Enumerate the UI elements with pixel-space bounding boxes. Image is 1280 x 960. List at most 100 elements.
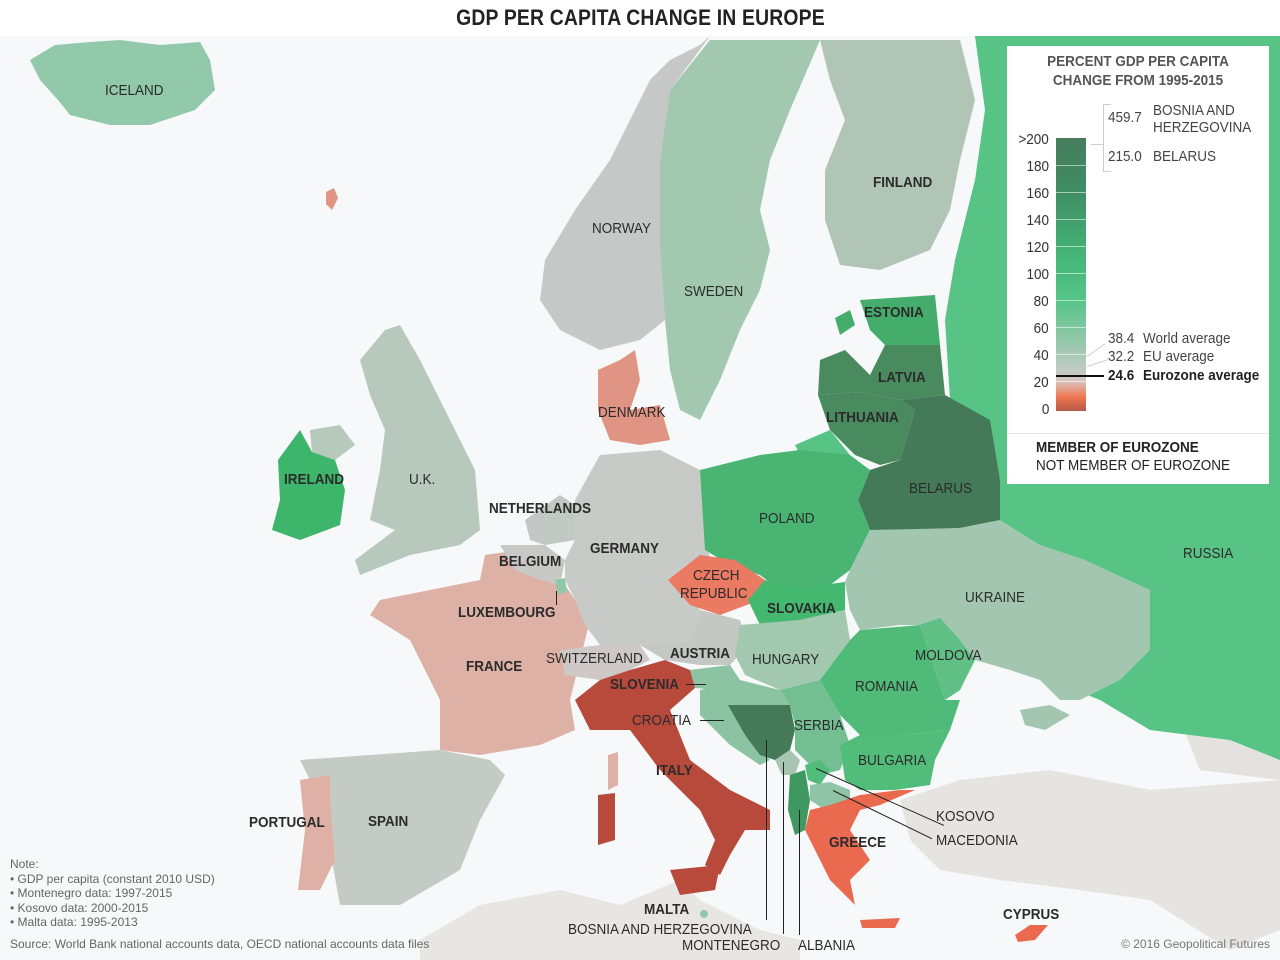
label-italy: ITALY xyxy=(656,762,693,779)
corsica-shape xyxy=(608,752,618,790)
legend-title-line2: CHANGE FROM 1995-2015 xyxy=(1052,72,1224,89)
france-shape xyxy=(370,550,590,755)
outlier-value-bosnia: 459.7 xyxy=(1108,109,1142,126)
croatia-shape xyxy=(700,680,790,765)
ireland-shape xyxy=(272,430,345,540)
romania-shape xyxy=(820,625,960,735)
label-uk: U.K. xyxy=(409,471,436,488)
notes-heading: Note: xyxy=(10,857,39,871)
label-kosovo: KOSOVO xyxy=(936,808,995,825)
eu-average-label: EU average xyxy=(1143,348,1215,365)
label-bosnia: BOSNIA AND HERZEGOVINA xyxy=(568,921,752,938)
serbia-shape xyxy=(780,680,850,775)
label-finland: FINLAND xyxy=(873,174,933,191)
scale-tick xyxy=(1056,327,1086,328)
label-germany: GERMANY xyxy=(590,540,660,557)
estonia-shape xyxy=(860,295,940,345)
label-austria: AUSTRIA xyxy=(670,645,731,662)
montenegro-shape xyxy=(775,750,800,775)
legend-divider xyxy=(1007,433,1269,434)
color-scale-bar xyxy=(1056,138,1086,411)
outlier-label-bosnia: BOSNIA AND HERZEGOVINA xyxy=(1153,102,1251,136)
label-estonia: ESTONIA xyxy=(864,304,924,321)
scale-label: 20 xyxy=(1033,374,1049,391)
belarus-shape xyxy=(858,395,1000,530)
luxembourg-shape xyxy=(555,578,567,594)
austria-shape xyxy=(640,610,748,665)
scale-tick xyxy=(1056,273,1086,274)
label-france: FRANCE xyxy=(466,658,523,675)
czech-shape xyxy=(668,555,765,615)
saaremaa-shape xyxy=(835,310,855,335)
eurozone-average-marker xyxy=(1056,375,1104,377)
cyprus-shape xyxy=(1015,925,1048,942)
label-slovenia: SLOVENIA xyxy=(610,676,680,693)
label-norway: NORWAY xyxy=(592,220,652,237)
scale-label: 120 xyxy=(1026,239,1049,256)
finland-shape xyxy=(820,40,975,270)
bosnia-shape xyxy=(728,705,795,760)
leader-bosnia xyxy=(766,740,767,920)
label-spain: SPAIN xyxy=(368,813,409,830)
scale-tick xyxy=(1056,246,1086,247)
lithuania-shape xyxy=(818,392,915,465)
crimea-shape xyxy=(1020,705,1070,730)
eurozone-member-key: MEMBER OF EUROZONE xyxy=(1036,439,1199,456)
poland-shape xyxy=(700,450,870,590)
scale-tick xyxy=(1056,165,1086,166)
label-denmark: DENMARK xyxy=(598,404,666,421)
label-bulgaria: BULGARIA xyxy=(858,752,927,769)
legend-panel: PERCENT GDP PER CAPITA CHANGE FROM 1995-… xyxy=(1007,46,1269,484)
label-romania: ROMANIA xyxy=(855,678,919,695)
norway-shape xyxy=(540,36,710,350)
label-czech-line2: REPUBLIC xyxy=(680,585,748,602)
belgium-shape xyxy=(500,545,565,585)
iceland-shape xyxy=(30,40,215,125)
legend-title: PERCENT GDP PER CAPITA CHANGE FROM 1995-… xyxy=(1020,52,1256,90)
label-serbia: SERBIA xyxy=(794,717,844,734)
label-greece: GREECE xyxy=(829,834,887,851)
label-belarus: BELARUS xyxy=(909,480,973,497)
note-item: • GDP per capita (constant 2010 USD) xyxy=(10,871,215,886)
map-title: GDP PER CAPITA CHANGE IN EUROPE xyxy=(455,5,825,30)
scale-tick xyxy=(1056,354,1086,355)
label-luxembourg: LUXEMBOURG xyxy=(458,604,556,621)
outlier-value-belarus: 215.0 xyxy=(1108,148,1142,165)
uk-shape xyxy=(355,325,480,575)
outlier-bracket-top xyxy=(1103,104,1111,105)
scale-label: 40 xyxy=(1033,347,1049,364)
label-russia: RUSSIA xyxy=(1183,545,1234,562)
switzerland-shape xyxy=(560,645,650,680)
label-switzerland: SWITZERLAND xyxy=(546,650,643,667)
scale-label: >200 xyxy=(1018,131,1049,148)
label-malta: MALTA xyxy=(644,901,690,918)
land-north-africa xyxy=(420,880,800,960)
land-turkey xyxy=(900,770,1280,950)
copyright-text: © 2016 Geopolitical Futures xyxy=(1121,937,1270,951)
label-croatia: CROATIA xyxy=(632,712,692,729)
scale-label: 160 xyxy=(1026,185,1049,202)
label-belgium: BELGIUM xyxy=(499,553,562,570)
notes-block: Note: • GDP per capita (constant 2010 US… xyxy=(10,857,215,930)
note-item: • Malta data: 1995-2013 xyxy=(10,915,138,929)
denmark-shape xyxy=(598,350,670,445)
portugal-shape xyxy=(298,775,335,890)
world-average-label: World average xyxy=(1143,330,1231,347)
sweden-shape xyxy=(660,40,820,420)
bulgaria-shape xyxy=(840,730,950,790)
eu-average-connector xyxy=(1086,359,1109,367)
note-item: • Kosovo data: 2000-2015 xyxy=(10,900,149,915)
label-netherlands: NETHERLANDS xyxy=(489,500,592,517)
outlier-bracket xyxy=(1103,104,1104,172)
greece-shape xyxy=(805,790,915,905)
scale-label: 180 xyxy=(1026,158,1049,175)
label-slovakia: SLOVAKIA xyxy=(767,600,836,617)
label-macedonia: MACEDONIA xyxy=(936,832,1018,849)
italy-shape xyxy=(575,660,770,875)
label-czech-line1: CZECH xyxy=(693,567,740,584)
moldova-shape xyxy=(920,618,975,700)
eurozone-average-label: Eurozone average xyxy=(1143,367,1260,384)
malta-shape xyxy=(700,910,708,918)
label-ireland: IRELAND xyxy=(284,471,345,488)
ukraine-shape xyxy=(845,520,1150,700)
